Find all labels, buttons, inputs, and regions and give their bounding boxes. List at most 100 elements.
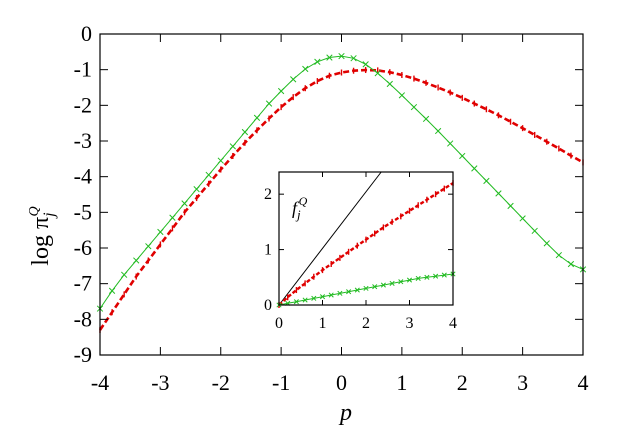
main-series-1-point (459, 152, 466, 160)
inset-y-tick-label: 1 (264, 242, 272, 259)
main-series-1-point (531, 227, 538, 235)
main-series-1-point (410, 103, 418, 111)
main-series-1-point (217, 157, 224, 164)
x-axis-title: p (338, 400, 352, 426)
inset-series-2-point (328, 292, 334, 298)
main-series-1-point (314, 58, 321, 65)
inset-series-2-point (302, 297, 308, 303)
main-series-1-point (169, 214, 176, 221)
main-series-1-point (229, 143, 236, 150)
inset-y-tick-label: 2 (264, 186, 272, 203)
main-y-tick-label: -8 (74, 306, 92, 331)
main-axes: -4 -3 -2 -1 0 1 2 3 4 0 -1 -2 -3 -4 -5 -6 -7 -8 -9 (74, 21, 589, 395)
main-series-1-point (543, 240, 550, 247)
main-series-1-point (302, 65, 309, 73)
inset-series-2-point (346, 289, 352, 295)
inset-x-tick-label: 1 (319, 315, 327, 332)
main-series-1-point (145, 243, 152, 250)
main-series-1-point (495, 190, 502, 197)
main-series-1-point (326, 54, 333, 61)
inset-series-2-point (293, 299, 299, 305)
main-series-1-point (157, 228, 164, 236)
main-series-1-point (567, 260, 575, 268)
inset-x-tick-label: 3 (406, 315, 414, 332)
main-series-1-point (338, 52, 345, 60)
inset-axes: 0 1 2 3 4 0 1 2 (264, 171, 457, 332)
main-x-tick-label: 2 (457, 370, 468, 395)
main-series-1-point (241, 128, 249, 136)
main-series-1-point (193, 185, 200, 193)
main-series-1-point (447, 140, 454, 147)
main-series-1-point (471, 165, 478, 172)
y-axis-title-sub: j (41, 212, 58, 219)
inset-series-2-point (398, 279, 404, 285)
main-x-tick-label: -3 (151, 370, 169, 395)
main-x-tick-label: 1 (396, 370, 407, 395)
inset-series-2-point (441, 272, 447, 278)
y-axis-title-sup: Q (27, 206, 42, 216)
main-series-1-point (519, 215, 526, 222)
main-series-group (96, 52, 587, 334)
inset-series-2-point (319, 294, 326, 300)
main-series-1-point (253, 114, 261, 121)
inset-series-0-line (278, 171, 382, 306)
inset-series-2-point (311, 295, 317, 301)
inset-title-main: f (292, 198, 300, 218)
main-series-1-point (205, 171, 212, 179)
y-axis-title-main: log π (28, 217, 54, 266)
main-series-1-point (422, 115, 430, 123)
main-y-tick-label: -9 (74, 342, 92, 367)
inset-title-sub: j (295, 207, 301, 222)
main-y-tick-label: -1 (74, 57, 92, 82)
inset-series-group (276, 171, 456, 308)
inset-series-2-point (389, 280, 395, 286)
y-axis-title-group: log πjQ (27, 206, 58, 265)
main-x-tick-label: -2 (212, 370, 230, 395)
inset-plot: 0 1 2 3 4 0 1 2 (264, 171, 457, 332)
main-series-1-point (507, 202, 514, 210)
main-series-1-point (483, 177, 490, 185)
main-x-tick-label: 4 (578, 370, 589, 395)
main-series-1-point (290, 76, 297, 83)
main-y-tick-label: -2 (74, 92, 92, 117)
inset-series-2-point (433, 273, 439, 279)
main-series-1-point (555, 251, 563, 259)
main-series-0-line (98, 68, 584, 331)
inset-series-2-point (415, 275, 421, 281)
main-series-1-point (265, 100, 273, 107)
main-series-1-point (362, 61, 369, 68)
inset-series-2-point (372, 284, 378, 290)
main-x-tick-label: -1 (272, 370, 290, 395)
main-y-tick-label: 0 (81, 21, 92, 46)
main-series-1-point (350, 55, 357, 62)
main-x-tick-label: 0 (336, 370, 347, 395)
main-series-1-point (374, 70, 381, 77)
main-x-tick-label: 3 (517, 370, 528, 395)
main-y-tick-label: -4 (74, 164, 92, 189)
inset-series-2-point (406, 277, 413, 283)
inset-series-2-point (363, 285, 369, 291)
main-series-1-point (120, 271, 128, 278)
main-series-1-point (277, 87, 285, 95)
inset-series-2-point (380, 282, 386, 288)
inset-title-sup: Q (299, 194, 308, 208)
main-series-1-point (434, 127, 442, 135)
main-series-1-point (133, 257, 140, 264)
main-series-1-point (108, 287, 116, 294)
main-y-tick-label: -5 (74, 199, 92, 224)
main-y-tick-label: -3 (74, 128, 92, 153)
main-y-tick-label: -7 (74, 271, 92, 296)
inset-series-2-point (354, 287, 360, 293)
inset-y-tick-label: 0 (264, 297, 272, 314)
main-x-tick-label: -4 (91, 370, 109, 395)
inset-series-2-point (337, 290, 343, 296)
main-series-1-point (398, 92, 406, 99)
inset-series-2-point (424, 274, 430, 280)
inset-title: fjQ (292, 194, 308, 222)
inset-x-tick-label: 0 (275, 315, 283, 332)
main-series-1-point (181, 200, 188, 207)
main-series-1-point (386, 80, 393, 88)
inset-x-tick-label: 4 (449, 315, 457, 332)
y-axis-title: log πjQ (27, 206, 58, 265)
